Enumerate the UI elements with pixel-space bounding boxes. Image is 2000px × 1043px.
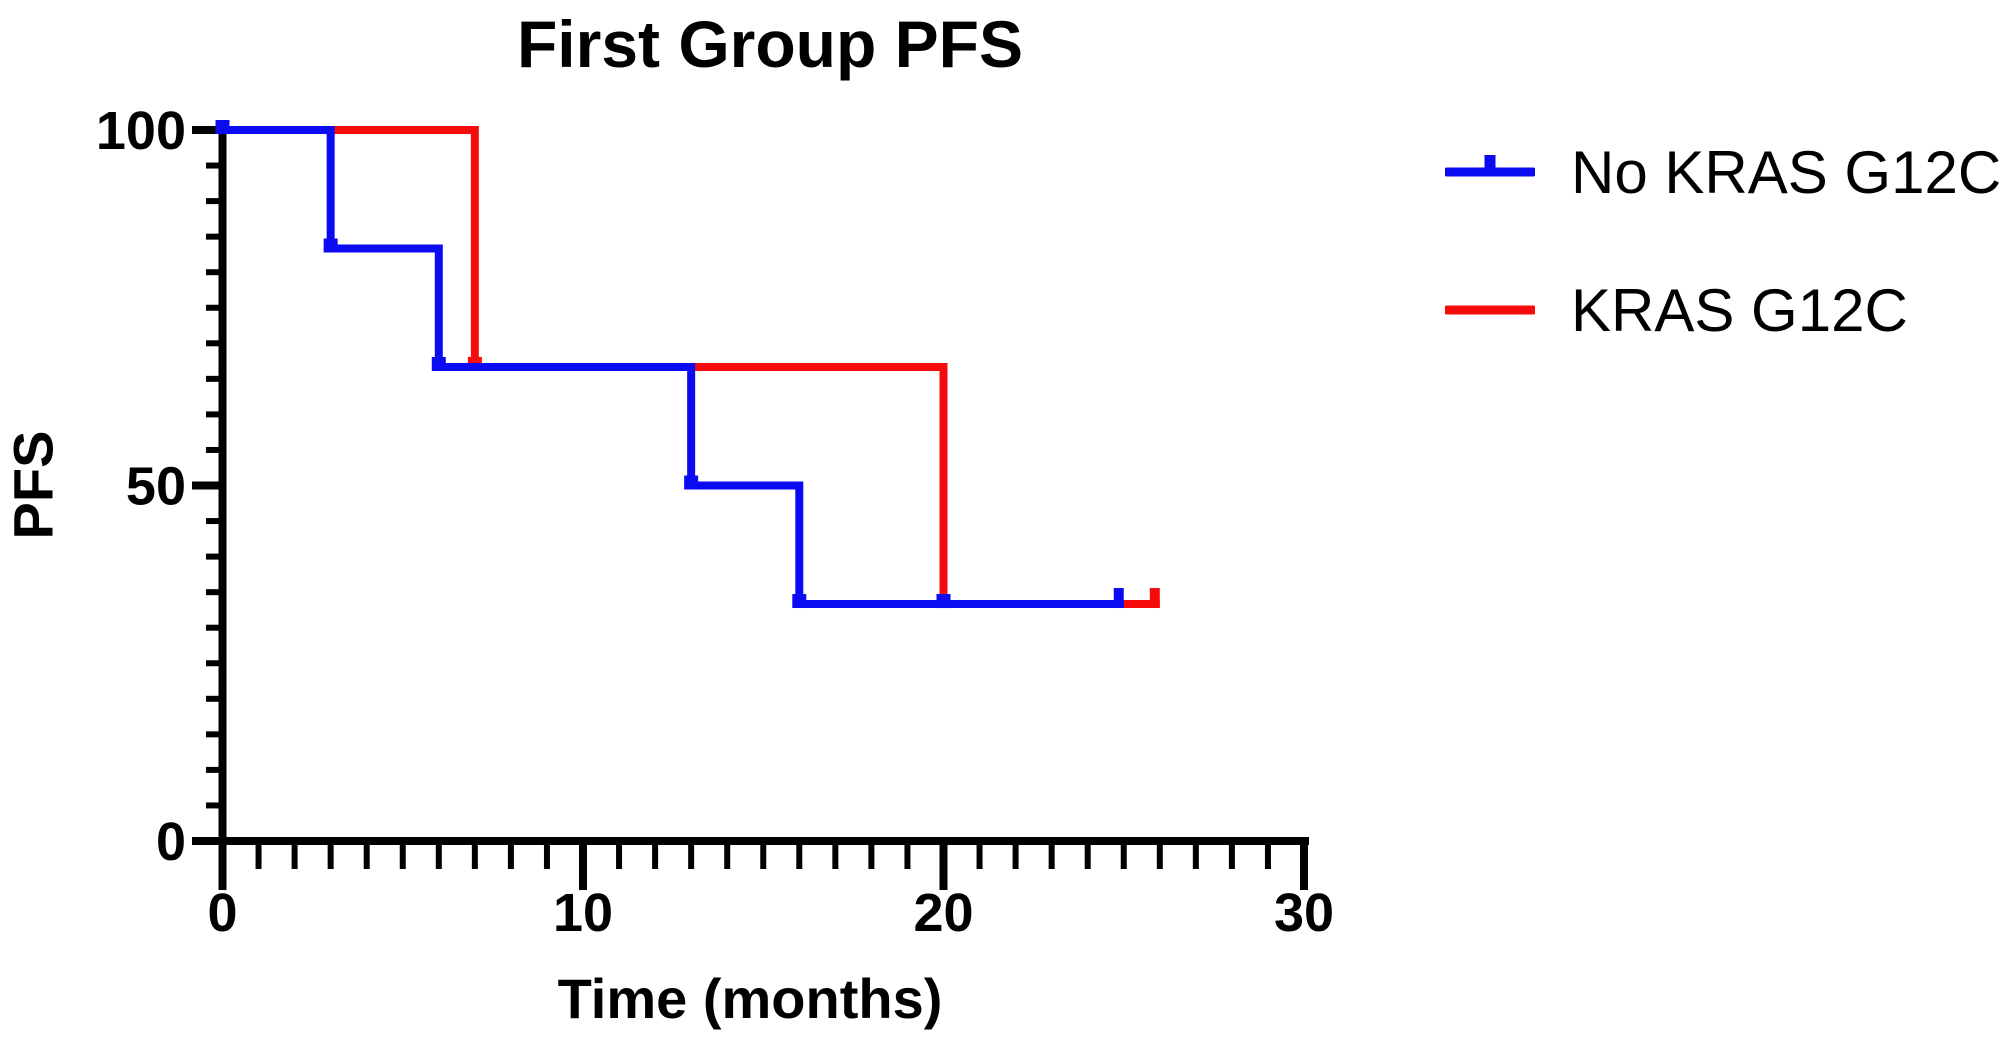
tick-labels: 0 10 20 30 0 50 100: [96, 101, 1334, 943]
x-tick-label: 20: [913, 883, 973, 943]
km-step-curve: [222, 126, 1124, 609]
legend-label: No KRAS G12C: [1571, 138, 2000, 206]
x-axis-title: Time (months): [557, 967, 943, 1030]
x-tick-label: 0: [207, 883, 237, 943]
legend-item-no-kras-g12c: No KRAS G12C: [1445, 139, 2000, 206]
data-point-marker: [936, 594, 951, 609]
data-point-marker: [431, 356, 446, 371]
data-point-marker: [323, 238, 338, 253]
censor-tick: [1149, 588, 1160, 609]
x-tick-label: 30: [1274, 883, 1334, 943]
legend: No KRAS G12C KRAS G12C: [1445, 139, 2000, 344]
y-tick-label: 100: [96, 101, 186, 161]
legend-item-kras-g12c: KRAS G12C: [1445, 277, 2000, 344]
data-point-marker: [792, 594, 807, 609]
y-tick-label: 0: [156, 812, 186, 872]
data-point-marker: [684, 475, 699, 490]
chart-title: First Group PFS: [516, 7, 1024, 81]
censor-tick: [1113, 588, 1124, 609]
data-point-marker: [215, 120, 230, 134]
y-tick-label: 50: [126, 457, 186, 517]
x-tick-label: 10: [553, 883, 613, 943]
series-no-kras-g12c: [215, 120, 1124, 609]
legend-label: KRAS G12C: [1571, 276, 1908, 344]
axes: [192, 126, 1309, 890]
legend-swatch-blue-censor-tick-icon: [1445, 155, 1535, 177]
legend-swatch-red-line-icon: [1445, 305, 1535, 315]
